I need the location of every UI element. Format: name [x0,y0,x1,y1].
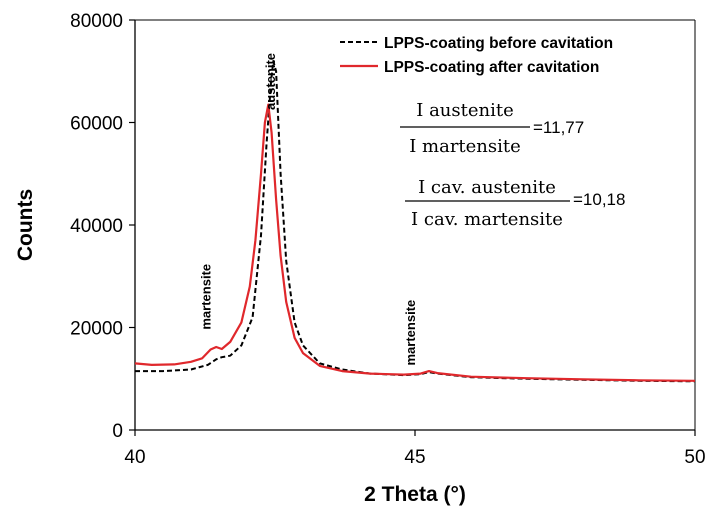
ratio-1-denominator: I martensite [409,136,521,157]
legend: LPPS-coating before cavitation LPPS-coat… [340,35,613,76]
ratio-fraction-1: I austenite I martensite =11,77 [400,100,584,157]
series-layer [134,60,696,383]
series-line-after-cavitation [134,103,696,382]
ratio-2-value: =10,18 [573,190,625,209]
y-tick-label: 20000 [70,319,123,340]
peak-annotation-austenite: austenite [263,53,278,110]
y-ticks: 0 20000 40000 60000 80000 [70,11,135,442]
ratio-2-denominator: I cav. martensite [411,209,563,230]
annotation-layer: martensite austenite martensite [199,53,418,366]
peak-annotation-martensite: martensite [199,264,214,330]
x-tick-label: 50 [684,447,705,468]
x-tick-label: 45 [404,447,425,468]
x-ticks: 40 45 50 [124,430,706,468]
x-tick-label: 40 [124,447,145,468]
y-tick-label: 40000 [70,216,123,237]
y-axis-label: Counts [14,189,37,261]
y-tick-label: 60000 [70,114,123,135]
series-line-before-cavitation [135,60,696,383]
y-tick-label: 0 [112,421,123,442]
legend-label-after: LPPS-coating after cavitation [384,59,599,76]
peak-annotation-martensite: martensite [403,300,418,366]
ratio-1-value: =11,77 [533,118,584,137]
ratio-2-numerator: I cav. austenite [418,177,556,198]
y-tick-label: 80000 [70,11,123,32]
x-axis-label: 2 Theta (°) [364,483,466,506]
ratio-fraction-2: I cav. austenite I cav. martensite =10,1… [405,177,625,230]
legend-label-before: LPPS-coating before cavitation [384,35,613,52]
ratio-1-numerator: I austenite [416,100,514,121]
